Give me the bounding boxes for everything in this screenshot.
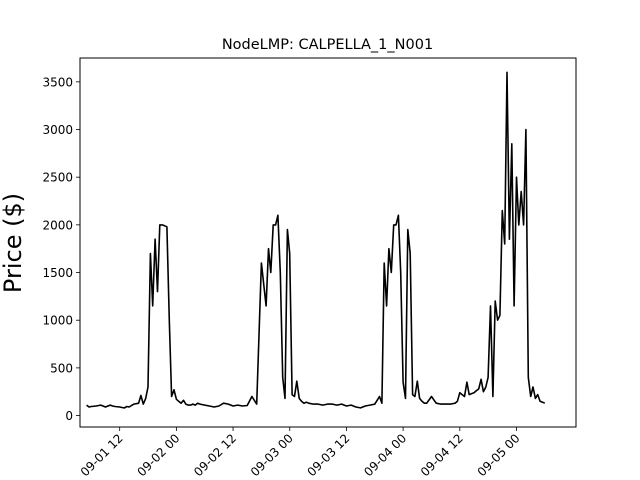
x-tick-label: 09-02 00 bbox=[134, 431, 182, 479]
y-tick-label: 1500 bbox=[42, 266, 73, 280]
x-tick-label: 09-03 12 bbox=[304, 431, 352, 479]
axes-frame bbox=[79, 57, 577, 428]
chart-title: NodeLMP: CALPELLA_1_N001 bbox=[222, 37, 433, 53]
x-tick-label: 09-02 12 bbox=[191, 431, 239, 479]
y-tick-label: 3500 bbox=[42, 75, 73, 89]
series-line-price bbox=[86, 71, 546, 409]
y-tick-label: 2500 bbox=[42, 171, 73, 185]
x-tick-label: 09-01 12 bbox=[78, 431, 126, 479]
y-tick-label: 500 bbox=[50, 361, 73, 375]
y-tick-label: 0 bbox=[65, 409, 73, 423]
y-tick-label: 2000 bbox=[42, 218, 73, 232]
x-tick-label: 09-03 00 bbox=[248, 431, 296, 479]
y-tick-label: 3000 bbox=[42, 123, 73, 137]
y-tick-label: 1000 bbox=[42, 314, 73, 328]
y-axis-label: Price ($) bbox=[0, 193, 27, 293]
x-tick-label: 09-05 00 bbox=[475, 431, 523, 479]
x-axis: 09-01 12 09-02 00 09-02 12 09-03 00 09-03 12… bbox=[78, 427, 523, 479]
x-tick-label: 09-04 12 bbox=[418, 431, 466, 479]
y-axis: 0 500 1000 1500 2000 2500 3000 3500 bbox=[42, 75, 80, 423]
x-tick-label: 09-04 00 bbox=[361, 431, 409, 479]
